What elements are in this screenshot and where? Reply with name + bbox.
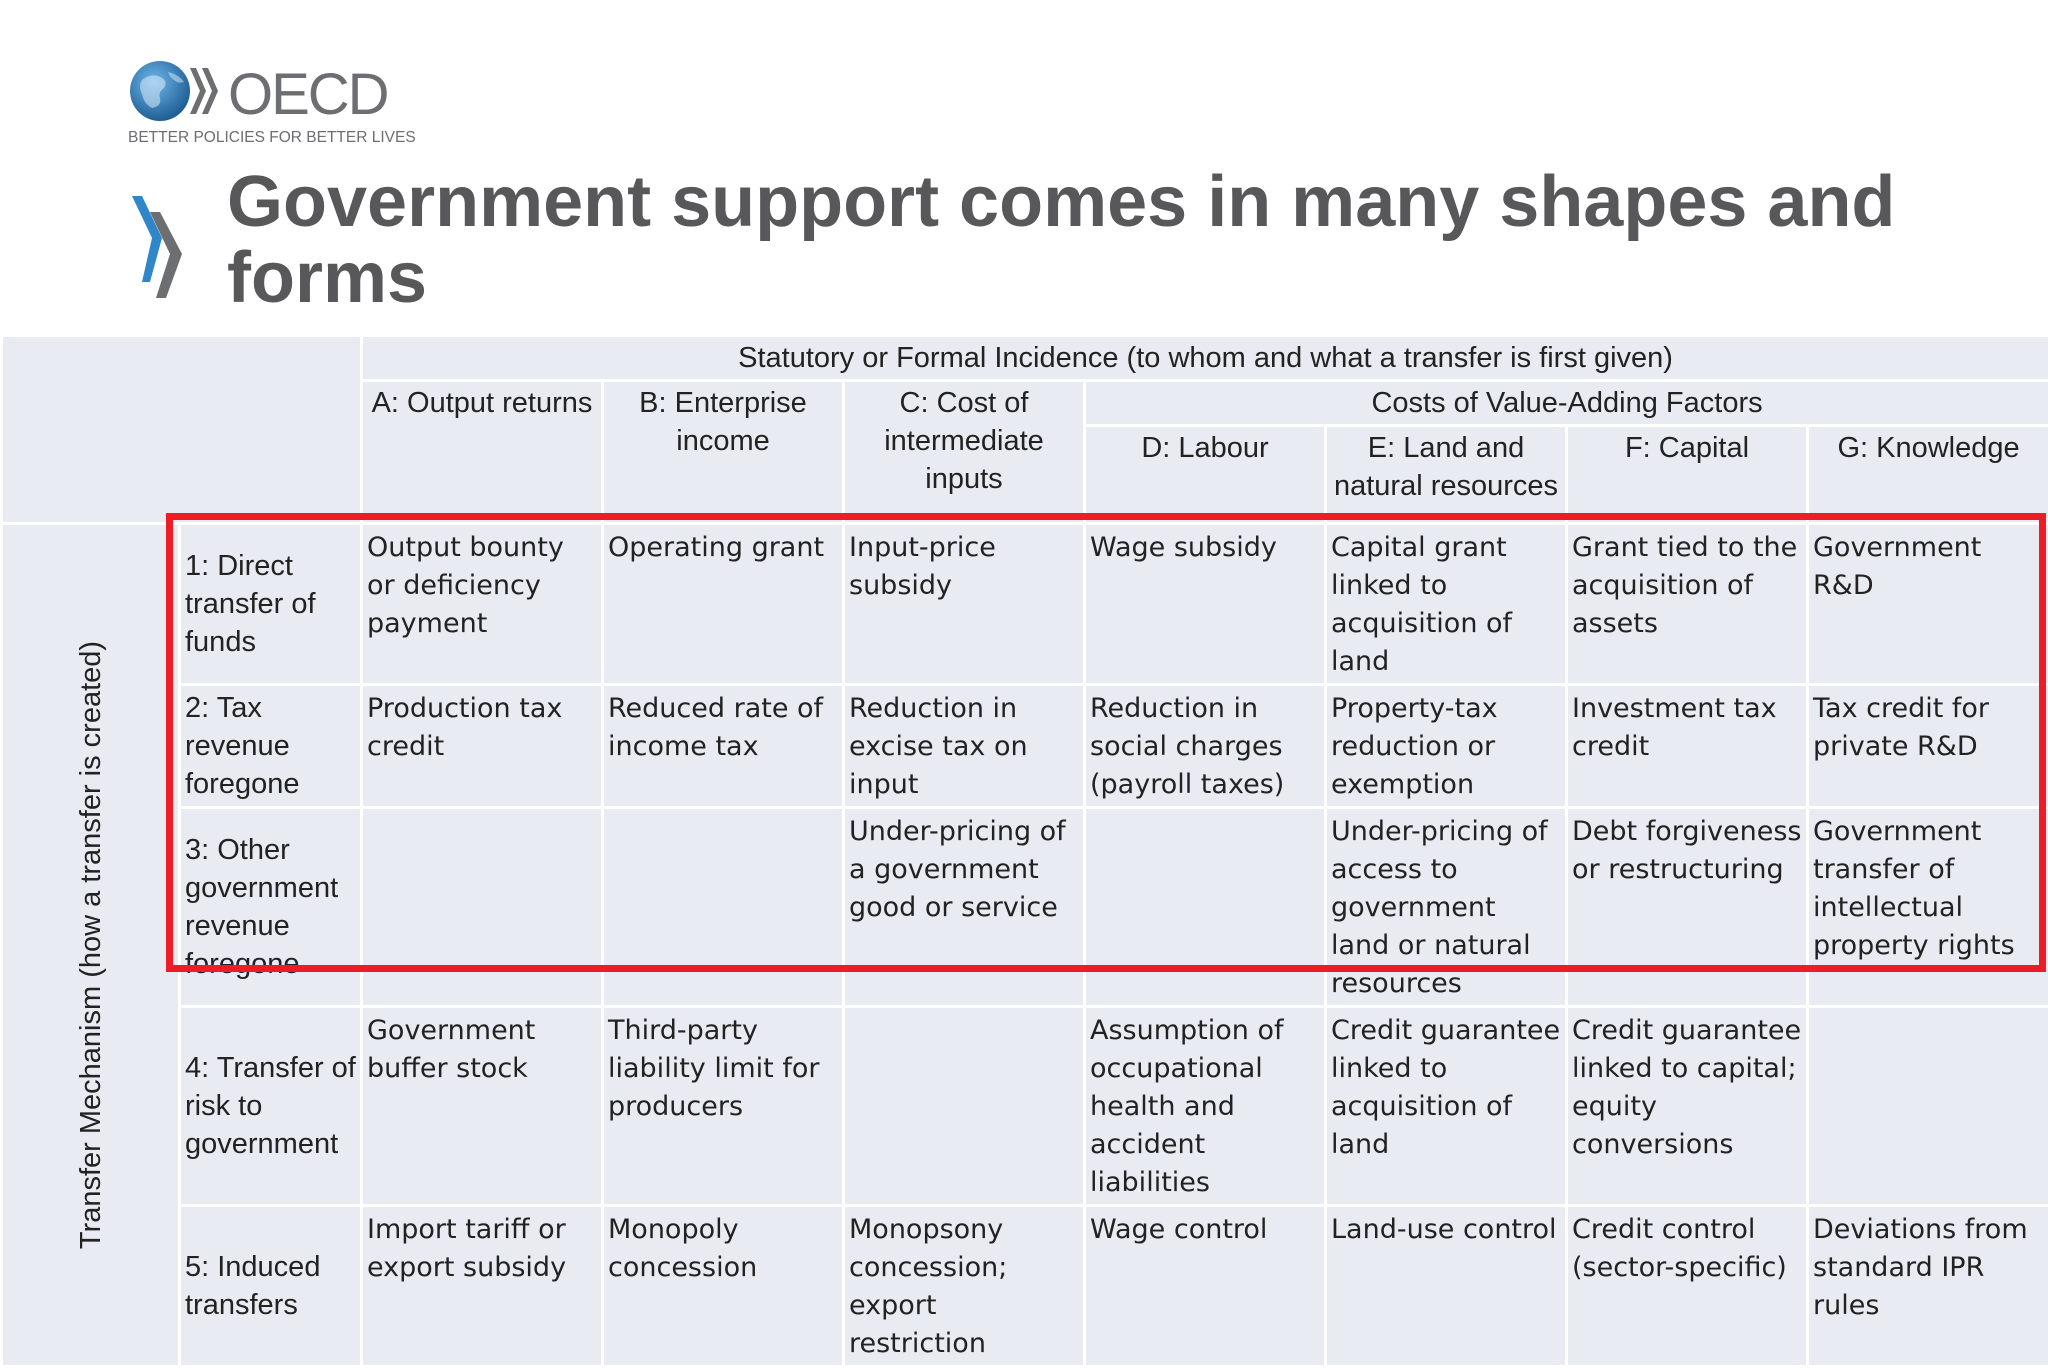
table-row: Transfer Mechanism (how a transfer is cr… [2,524,2048,685]
table-cell [1808,1007,2048,1206]
table-cell: Third-party liability limit for producer… [603,1007,844,1206]
table-cell: Credit guarantee linked to capital; equi… [1567,1007,1808,1206]
table-cell: Production tax credit [362,685,603,808]
table-cell [603,808,844,1007]
table-cell: Credit control (sector-specific) [1567,1206,1808,1367]
column-header-f: F: Capital [1567,426,1808,524]
column-header-b: B: Enterprise income [603,381,844,524]
chevron-icon [190,68,218,114]
table-row: 5: Induced transfers Import tariff or ex… [2,1206,2048,1367]
table-cell: Reduction in social charges (payroll tax… [1085,685,1326,808]
table-cell [844,1007,1085,1206]
support-table: Statutory or Formal Incidence (to whom a… [0,334,2048,1368]
row-label: 1: Direct transfer of funds [180,524,362,685]
row-label: 2: Tax revenue foregone [180,685,362,808]
table-cell: Government transfer of intellectual prop… [1808,808,2048,1007]
value-adding-header: Costs of Value-Adding Factors [1085,381,2048,426]
row-label: 4: Transfer of risk to government [180,1007,362,1206]
column-header-a: A: Output returns [362,381,603,524]
row-label: 5: Induced transfers [180,1206,362,1367]
table-cell: Reduced rate of income tax [603,685,844,808]
table-cell: Credit guarantee linked to acquisition o… [1326,1007,1567,1206]
oecd-logo: OECD BETTER POLICIES FOR BETTER LIVES [128,58,418,148]
title-chevron-icon [130,192,186,302]
corner-cell [2,336,362,524]
table-cell [1085,808,1326,1007]
table-cell: Operating grant [603,524,844,685]
table-cell: Wage control [1085,1206,1326,1367]
table-cell: Import tariff or export subsidy [362,1206,603,1367]
column-header-g: G: Knowledge [1808,426,2048,524]
incidence-header: Statutory or Formal Incidence (to whom a… [362,336,2048,381]
table-cell: Deviations from standard IPR rules [1808,1206,2048,1367]
column-header-d: D: Labour [1085,426,1326,524]
table-cell: Assumption of occupational health and ac… [1085,1007,1326,1206]
oecd-tagline: BETTER POLICIES FOR BETTER LIVES [128,129,416,146]
mechanism-header: Transfer Mechanism (how a transfer is cr… [2,524,180,1367]
table-cell: Capital grant linked to acquisition of l… [1326,524,1567,685]
table-cell: Investment tax credit [1567,685,1808,808]
page-title: Government support comes in many shapes … [227,164,2007,316]
table-cell: Property-tax reduction or exemption [1326,685,1567,808]
table-cell: Wage subsidy [1085,524,1326,685]
column-header-e: E: Land and natural resources [1326,426,1567,524]
table-cell: Monopsony concession; export restriction [844,1206,1085,1367]
table-cell: Government buffer stock [362,1007,603,1206]
table-cell: Under-pricing of a government good or se… [844,808,1085,1007]
table-cell: Tax credit for private R&D [1808,685,2048,808]
support-matrix: Statutory or Formal Incidence (to whom a… [0,334,2048,1280]
mechanism-header-label: Transfer Mechanism (how a transfer is cr… [72,641,110,1249]
oecd-wordmark: OECD [228,62,388,127]
table-cell: Land-use control [1326,1206,1567,1367]
table-row: 2: Tax revenue foregone Production tax c… [2,685,2048,808]
table-cell: Debt forgiveness or restructuring [1567,808,1808,1007]
table-row: 4: Transfer of risk to government Govern… [2,1007,2048,1206]
row-label: 3: Other government revenue foregone [180,808,362,1007]
globe-icon [130,61,190,121]
table-row: 3: Other government revenue foregone Und… [2,808,2048,1007]
table-cell: Monopoly concession [603,1206,844,1367]
table-cell: Grant tied to the acquisition of assets [1567,524,1808,685]
table-cell: Output bounty or deficiency payment [362,524,603,685]
table-cell [362,808,603,1007]
title-block: Government support comes in many shapes … [130,164,2010,324]
table-cell: Government R&D [1808,524,2048,685]
table-cell: Input-price subsidy [844,524,1085,685]
table-cell: Under-pricing of access to government la… [1326,808,1567,1007]
table-cell: Reduction in excise tax on input [844,685,1085,808]
column-header-c: C: Cost of intermediate inputs [844,381,1085,524]
